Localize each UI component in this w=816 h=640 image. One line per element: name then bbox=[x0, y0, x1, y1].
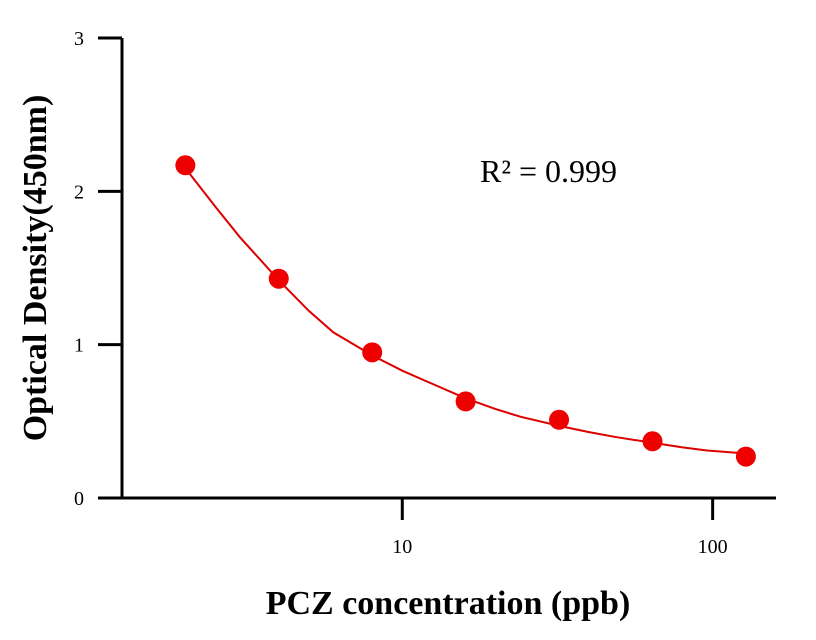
x-axis-title: PCZ concentration (ppb) bbox=[266, 585, 631, 622]
y-axis-title: Optical Density(450nm) bbox=[17, 95, 54, 442]
axes bbox=[120, 38, 776, 500]
data-point bbox=[268, 268, 289, 289]
data-point bbox=[735, 446, 756, 467]
data-points bbox=[175, 155, 756, 467]
ticks: 0 1 2 3 10 100 bbox=[74, 28, 728, 558]
y-tick-label: 2 bbox=[74, 181, 84, 203]
data-point bbox=[549, 409, 570, 430]
data-point bbox=[642, 431, 663, 452]
x-tick-label: 100 bbox=[698, 536, 728, 558]
x-tick-label: 10 bbox=[392, 536, 412, 558]
y-tick-label: 1 bbox=[74, 335, 84, 357]
data-point bbox=[455, 391, 476, 412]
y-tick-label: 0 bbox=[74, 488, 84, 510]
data-point bbox=[175, 155, 196, 176]
y-tick-label: 3 bbox=[74, 28, 84, 50]
r-squared-annotation: R² = 0.999 bbox=[480, 153, 617, 189]
data-point bbox=[362, 342, 383, 363]
